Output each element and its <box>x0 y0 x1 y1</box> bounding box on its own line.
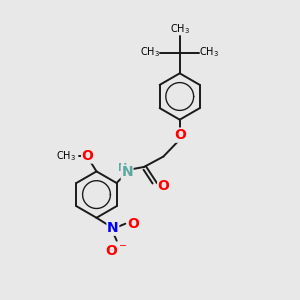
Text: N: N <box>107 221 119 235</box>
Text: CH$_3$: CH$_3$ <box>170 22 190 36</box>
Text: CH$_3$: CH$_3$ <box>199 46 219 59</box>
Text: O: O <box>174 128 186 142</box>
Text: O$^-$: O$^-$ <box>105 244 128 258</box>
Text: N: N <box>121 165 133 179</box>
Text: O: O <box>158 179 170 193</box>
Text: CH$_3$: CH$_3$ <box>140 46 160 59</box>
Text: H: H <box>118 163 127 172</box>
Text: O: O <box>128 217 140 231</box>
Text: O: O <box>82 149 94 163</box>
Text: CH$_3$: CH$_3$ <box>56 149 76 163</box>
